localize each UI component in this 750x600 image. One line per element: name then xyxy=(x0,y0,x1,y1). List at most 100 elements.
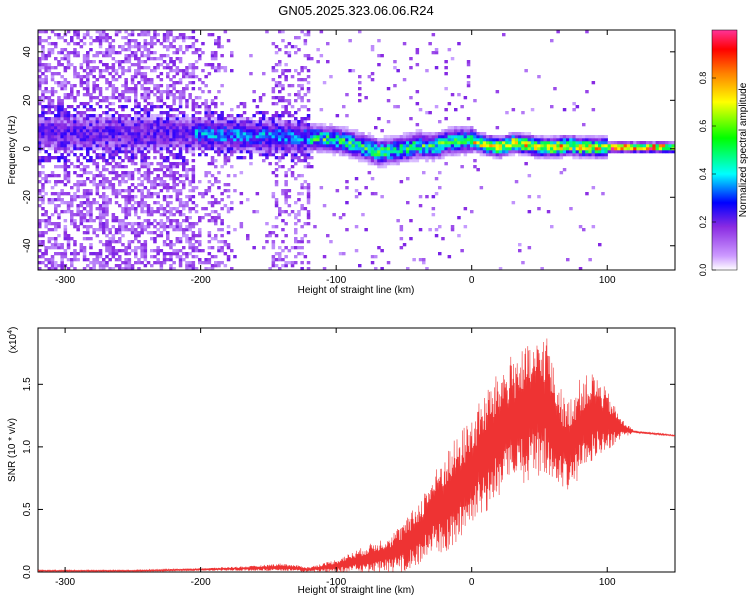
heatmap-cell xyxy=(143,108,148,112)
heatmap-cell xyxy=(217,135,221,139)
heatmap-cell xyxy=(246,132,250,136)
heatmap-cell xyxy=(127,69,132,73)
heatmap-cell xyxy=(79,153,84,157)
heatmap-cell xyxy=(278,84,282,88)
heatmap-cell xyxy=(598,147,602,151)
heatmap-cell xyxy=(82,102,87,106)
heatmap-cell xyxy=(284,195,288,199)
heatmap-cell xyxy=(297,219,301,223)
heatmap-cell xyxy=(527,141,532,145)
heatmap-cell xyxy=(169,153,173,157)
heatmap-cell xyxy=(303,42,308,46)
heatmap-cell xyxy=(175,108,180,112)
heatmap-cell xyxy=(601,153,605,157)
heatmap-cell xyxy=(124,213,128,217)
heatmap-cell xyxy=(313,138,317,142)
heatmap-cell xyxy=(332,126,336,130)
heatmap-cell xyxy=(150,114,154,118)
heatmap-cell xyxy=(396,141,400,145)
heatmap-cell xyxy=(322,150,327,154)
heatmap-cell xyxy=(95,252,100,256)
heatmap-cell xyxy=(185,99,189,103)
heatmap-cell xyxy=(601,141,605,145)
heatmap-cell xyxy=(178,81,183,85)
heatmap-cell xyxy=(121,90,125,94)
heatmap-cell xyxy=(306,135,311,139)
heatmap-cell xyxy=(220,240,224,244)
heatmap-cell xyxy=(169,222,173,226)
heatmap-cell xyxy=(153,147,157,151)
heatmap-cell xyxy=(422,132,426,136)
heatmap-cell xyxy=(166,138,170,142)
heatmap-cell xyxy=(108,126,112,130)
heatmap-cell xyxy=(79,168,84,172)
heatmap-cell xyxy=(162,255,167,259)
heatmap-cell xyxy=(121,93,125,97)
heatmap-cell xyxy=(89,210,93,214)
heatmap-cell xyxy=(162,102,167,106)
heatmap-cell xyxy=(489,147,493,151)
x-tick-label: 100 xyxy=(599,275,616,286)
heatmap-cell xyxy=(86,225,90,229)
heatmap-cell xyxy=(150,135,154,139)
heatmap-cell xyxy=(498,153,503,157)
heatmap-cell xyxy=(185,114,189,118)
heatmap-cell xyxy=(169,144,173,148)
heatmap-cell xyxy=(98,129,103,133)
heatmap-cell xyxy=(476,138,480,142)
heatmap-cell xyxy=(191,180,196,184)
heatmap-cell xyxy=(188,72,192,76)
heatmap-cell xyxy=(572,141,576,145)
heatmap-cell xyxy=(460,147,464,151)
heatmap-cell xyxy=(239,135,244,139)
heatmap-cell xyxy=(383,150,388,154)
heatmap-cell xyxy=(63,108,68,112)
spectrogram-xlabel: Height of straight line (km) xyxy=(298,285,415,296)
heatmap-cell xyxy=(50,243,55,247)
heatmap-cell xyxy=(319,132,324,136)
heatmap-cell xyxy=(130,156,135,160)
heatmap-cell xyxy=(70,198,74,202)
heatmap-cell xyxy=(54,144,58,148)
heatmap-cell xyxy=(361,132,365,136)
heatmap-cell xyxy=(329,141,333,145)
heatmap-cell xyxy=(111,153,116,157)
heatmap-cell xyxy=(66,123,71,127)
heatmap-cell xyxy=(252,126,256,130)
heatmap-cell xyxy=(156,234,160,238)
heatmap-cell xyxy=(102,207,106,211)
heatmap-cell xyxy=(82,87,87,91)
heatmap-cell xyxy=(214,123,218,127)
heatmap-cell xyxy=(124,123,128,127)
heatmap-cell xyxy=(482,147,487,151)
heatmap-cell xyxy=(60,87,64,91)
heatmap-cell xyxy=(348,144,352,148)
heatmap-cell xyxy=(153,210,157,214)
heatmap-cell xyxy=(281,141,285,145)
heatmap-cell xyxy=(76,123,80,127)
heatmap-cell xyxy=(86,141,90,145)
heatmap-cell xyxy=(140,153,144,157)
heatmap-cell xyxy=(41,156,45,160)
heatmap-cell xyxy=(303,222,308,226)
heatmap-cell xyxy=(226,255,231,259)
heatmap-cell xyxy=(111,48,116,52)
heatmap-cell xyxy=(146,126,151,130)
heatmap-cell xyxy=(92,252,96,256)
heatmap-cell xyxy=(191,225,196,229)
heatmap-cell xyxy=(66,141,71,145)
x-tick-label: -100 xyxy=(326,275,346,286)
heatmap-cell xyxy=(524,132,528,136)
heatmap-cell xyxy=(102,243,106,247)
heatmap-cell xyxy=(130,183,135,187)
heatmap-cell xyxy=(230,117,234,121)
heatmap-cell xyxy=(79,195,84,199)
heatmap-cell xyxy=(82,189,87,193)
heatmap-cell xyxy=(223,243,228,247)
heatmap-cell xyxy=(284,171,288,175)
heatmap-cell xyxy=(495,156,500,160)
heatmap-cell xyxy=(463,144,468,148)
heatmap-cell xyxy=(566,138,570,142)
heatmap-cell xyxy=(303,180,308,184)
heatmap-cell xyxy=(434,48,439,52)
